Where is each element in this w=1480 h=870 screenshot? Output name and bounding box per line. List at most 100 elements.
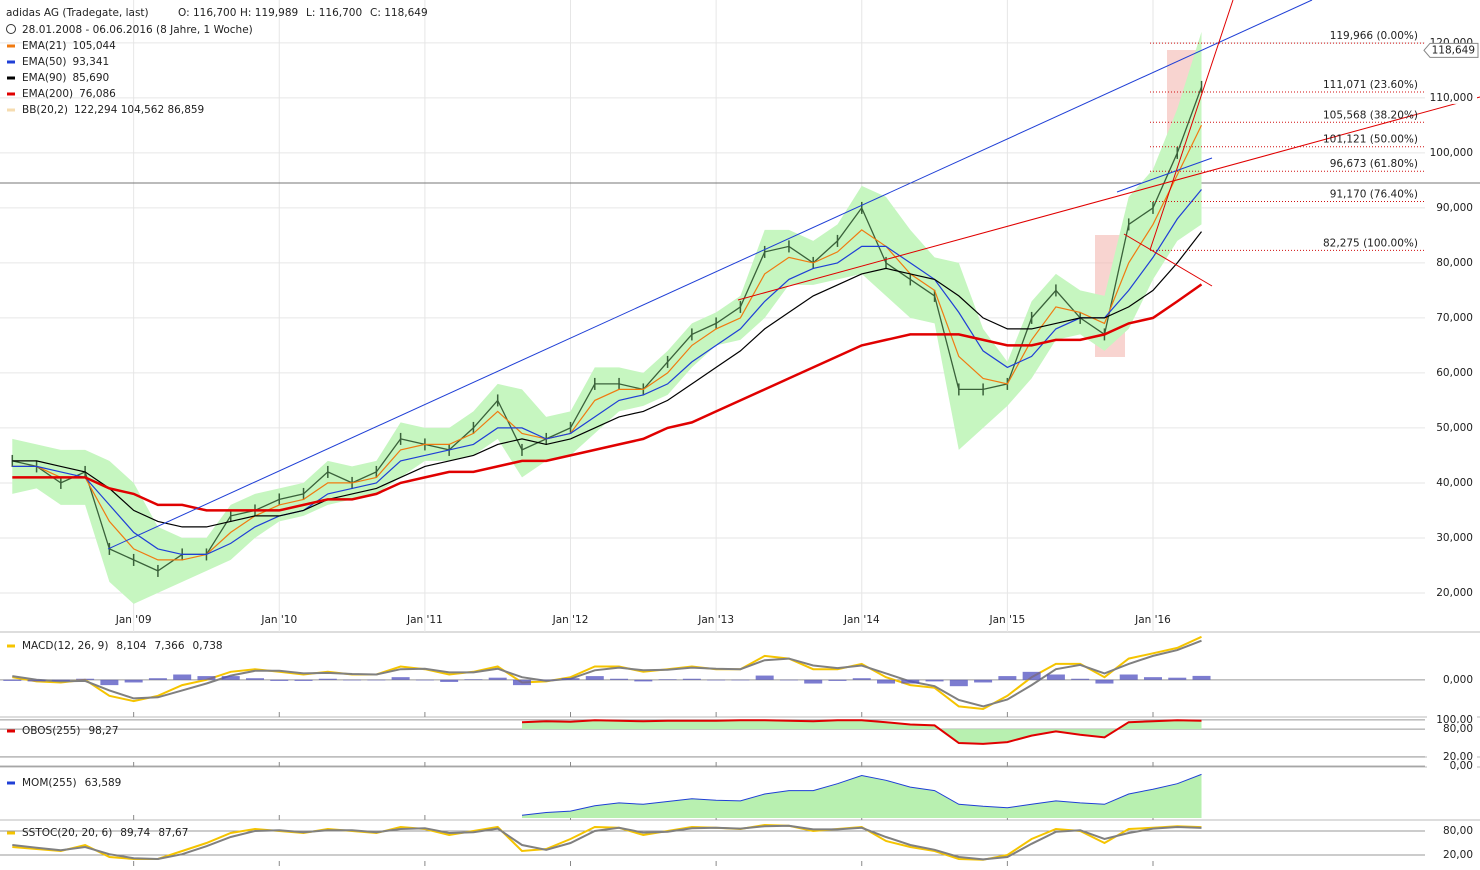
histogram-bar [100,679,119,686]
histogram-bar [173,674,192,680]
indicator-line [12,824,1202,861]
histogram-bar [343,679,362,681]
y-tick-label: 80,00 [1443,723,1473,735]
price-tag-label: 118,649 [1432,44,1475,56]
indicator-line [12,823,1202,861]
tick-label-bg [1427,760,1477,773]
histogram-bar [464,679,483,680]
tick-label-bg [1427,673,1477,686]
plot-layer [3,31,1425,861]
legend-name: EMA(90) [22,72,66,84]
y-tick-label: 110,000 [1430,92,1473,104]
legend-name: OBOS(255) [22,725,80,737]
histogram-bar [367,679,386,681]
histogram-bar [949,679,968,687]
histogram-bar [561,678,580,680]
histogram-bar [974,679,993,683]
ohlc-low: L: 116,700 [306,7,362,19]
legend-value: 76,086 [79,88,116,100]
y-tick-label: 60,000 [1436,367,1473,379]
legend-value: 85,690 [72,72,109,84]
histogram-bar [1192,675,1211,680]
label-layer: Jan '09 Jan '10 Jan '11 Jan '12 Jan '13 Jan '… [7,30,1479,861]
fibonacci-label: 101,121 (50.00%) [1323,134,1418,146]
histogram-bar [1022,671,1041,680]
histogram-bar [27,679,46,682]
histogram-bar [1095,679,1114,684]
tick-label-bg [1427,421,1477,434]
ema-line [12,189,1202,555]
x-tick-label: Jan '13 [697,614,734,626]
y-tick-label: 70,000 [1436,312,1473,324]
histogram-bar [512,679,531,686]
fibonacci-label: 105,568 (38.20%) [1323,109,1418,121]
ema-line [12,231,1202,528]
fibonacci-label: 96,673 (61.80%) [1330,158,1418,170]
histogram-bar [391,677,410,680]
x-tick-label: Jan '14 [843,614,880,626]
histogram-bar [1119,674,1138,680]
histogram-bar [707,679,726,681]
histogram-bar [585,676,604,680]
legend-name: EMA(21) [22,40,66,52]
histogram-bar [682,678,701,680]
legend-value: 93,341 [72,56,109,68]
tick-label-bg [1427,531,1477,544]
indicator-line [521,773,1202,816]
y-tick-label: 0,00 [1450,760,1473,772]
histogram-bar [148,678,167,680]
histogram-bar [246,678,264,680]
histogram-bar [318,678,337,680]
histogram-bar [51,679,70,681]
y-tick-label: 30,000 [1436,532,1473,544]
x-tick-label: Jan '15 [988,614,1025,626]
tick-label-bg [1427,750,1477,763]
fibonacci-label: 111,071 (23.60%) [1323,79,1418,91]
histogram-bar [828,679,847,681]
histogram-bar [610,678,629,680]
trend-lines [107,0,1480,550]
trend-line [1116,157,1213,193]
x-tick-label: Jan '12 [552,614,589,626]
clock-icon [6,24,16,34]
histogram-bar [3,679,22,681]
legend-name: EMA(200) [22,88,73,100]
x-tick-label: Jan '16 [1134,614,1171,626]
histogram-bar [1046,674,1065,680]
histogram-bar [779,679,798,681]
indicator-line [521,719,1202,745]
histogram-bar [1168,677,1187,680]
histogram-bar [415,679,434,681]
indicator-area [521,774,1202,818]
header: adidas AG (Tradegate, last) O: 116,700 H… [6,7,428,36]
legend-name: MACD(12, 26, 9) [22,640,108,652]
chart-title: adidas AG (Tradegate, last) [6,7,149,19]
legend-value: 89,74 [120,827,150,839]
histogram-bar [440,679,459,682]
tick-label-bg [1427,311,1477,324]
tick-label-bg [1427,146,1477,159]
x-tick-label: Jan '10 [260,614,297,626]
histogram-bar [755,675,774,680]
y-tick-label: 100,000 [1430,147,1473,159]
price-line [12,86,1203,572]
legend-name: SSTOC(20, 20, 6) [22,827,112,839]
histogram-bar [731,679,750,681]
ohlc-high: H: 119,989 [240,7,298,19]
legend-name: EMA(50) [22,56,66,68]
legend-value: 122,294 104,562 86,859 [74,104,204,116]
y-tick-label: 40,000 [1436,477,1473,489]
fibonacci-label: 119,966 (0.00%) [1330,30,1418,42]
y-tick-label: 20,00 [1443,849,1473,861]
histogram-bar [294,679,313,681]
tick-label-bg [1427,91,1477,104]
fibonacci-label: 91,170 (76.40%) [1330,188,1418,200]
y-tick-label: 0,000 [1443,674,1473,686]
y-tick-label: 20,000 [1436,587,1473,599]
tick-label-bg [1427,723,1477,736]
tick-label-bg [1427,713,1477,726]
histogram-bar [877,679,896,684]
tick-label-bg [1427,825,1477,837]
legend-name: BB(20,2) [22,104,68,116]
